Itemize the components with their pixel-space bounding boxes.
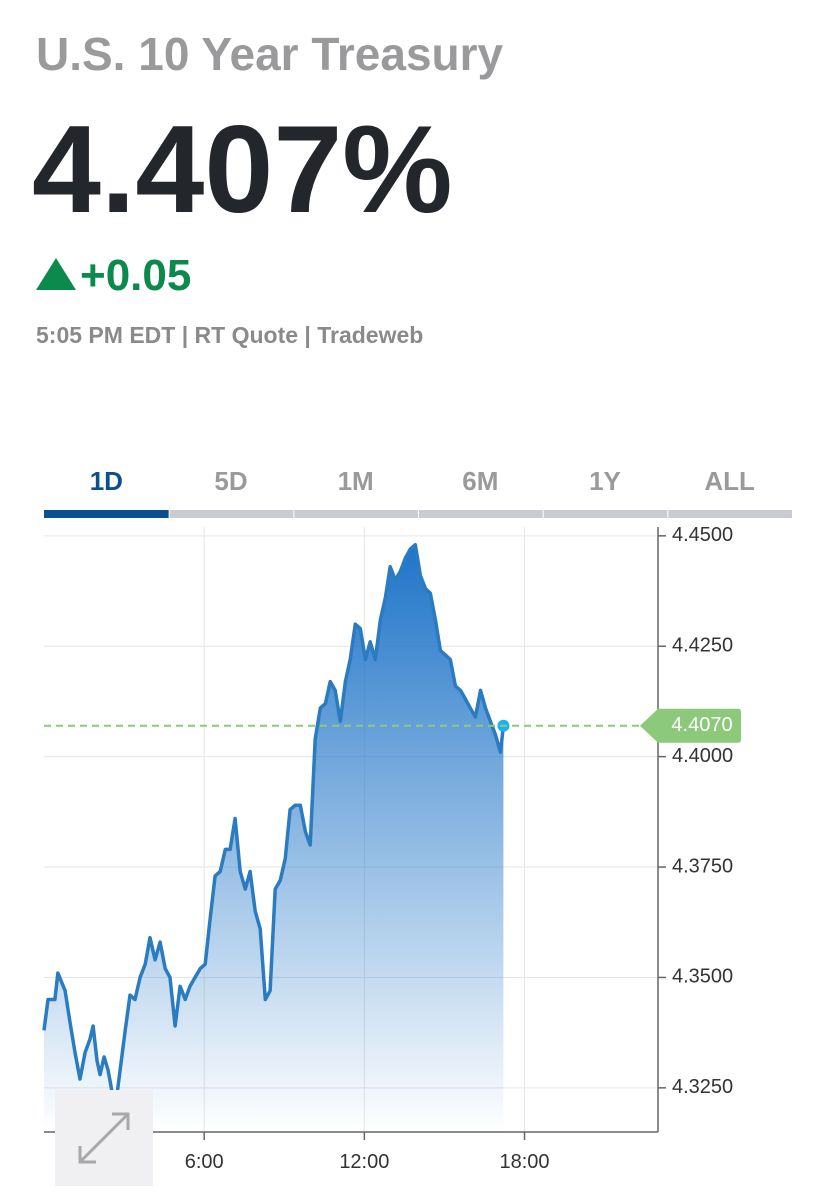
current-value-tag: [640, 708, 741, 743]
current-value-label: 4.4070: [671, 714, 732, 736]
up-arrow-icon: [36, 258, 76, 290]
tab-bar-segment: [543, 510, 668, 518]
y-tick-label: 4.3250: [672, 1076, 733, 1098]
x-tick-label: 12:00: [339, 1151, 389, 1173]
range-tab[interactable]: 1Y: [589, 466, 621, 496]
quote-meta: 5:05 PM EDT | RT Quote | Tradeweb: [36, 322, 423, 348]
tab-bar-segment: [668, 510, 792, 518]
range-tab[interactable]: ALL: [704, 466, 755, 496]
y-tick-label: 4.4500: [672, 524, 733, 546]
x-tick-label: 18:00: [499, 1151, 549, 1173]
y-tick-label: 4.3500: [672, 966, 733, 988]
range-tabs: 1D 5D 1M 6M 1Y ALL: [44, 466, 792, 518]
area-fill: [44, 544, 504, 1132]
range-tab[interactable]: 6M: [462, 466, 498, 496]
tab-bar-segment: [294, 510, 418, 518]
tab-bar-segment: [419, 510, 543, 518]
y-tick-label: 4.4000: [672, 745, 733, 767]
quote-price: 4.407%: [32, 101, 453, 239]
chart: 4.3250 4.3500 4.3750 4.4000 4.4250 4.4500 6:00…: [42, 524, 741, 1173]
range-tab[interactable]: 5D: [214, 466, 247, 496]
expand-icon: [78, 1112, 130, 1164]
range-tab[interactable]: 1M: [338, 466, 374, 496]
quote-change: +0.05: [80, 251, 191, 300]
tab-bar-segment: [169, 510, 294, 518]
tab-bar-segment: [44, 510, 169, 518]
y-tick-label: 4.4250: [672, 635, 733, 657]
range-tab[interactable]: 1D: [90, 466, 123, 496]
quote-title: U.S. 10 Year Treasury: [36, 28, 504, 80]
y-tick-label: 4.3750: [672, 855, 733, 877]
x-tick-label: 6:00: [185, 1151, 224, 1173]
